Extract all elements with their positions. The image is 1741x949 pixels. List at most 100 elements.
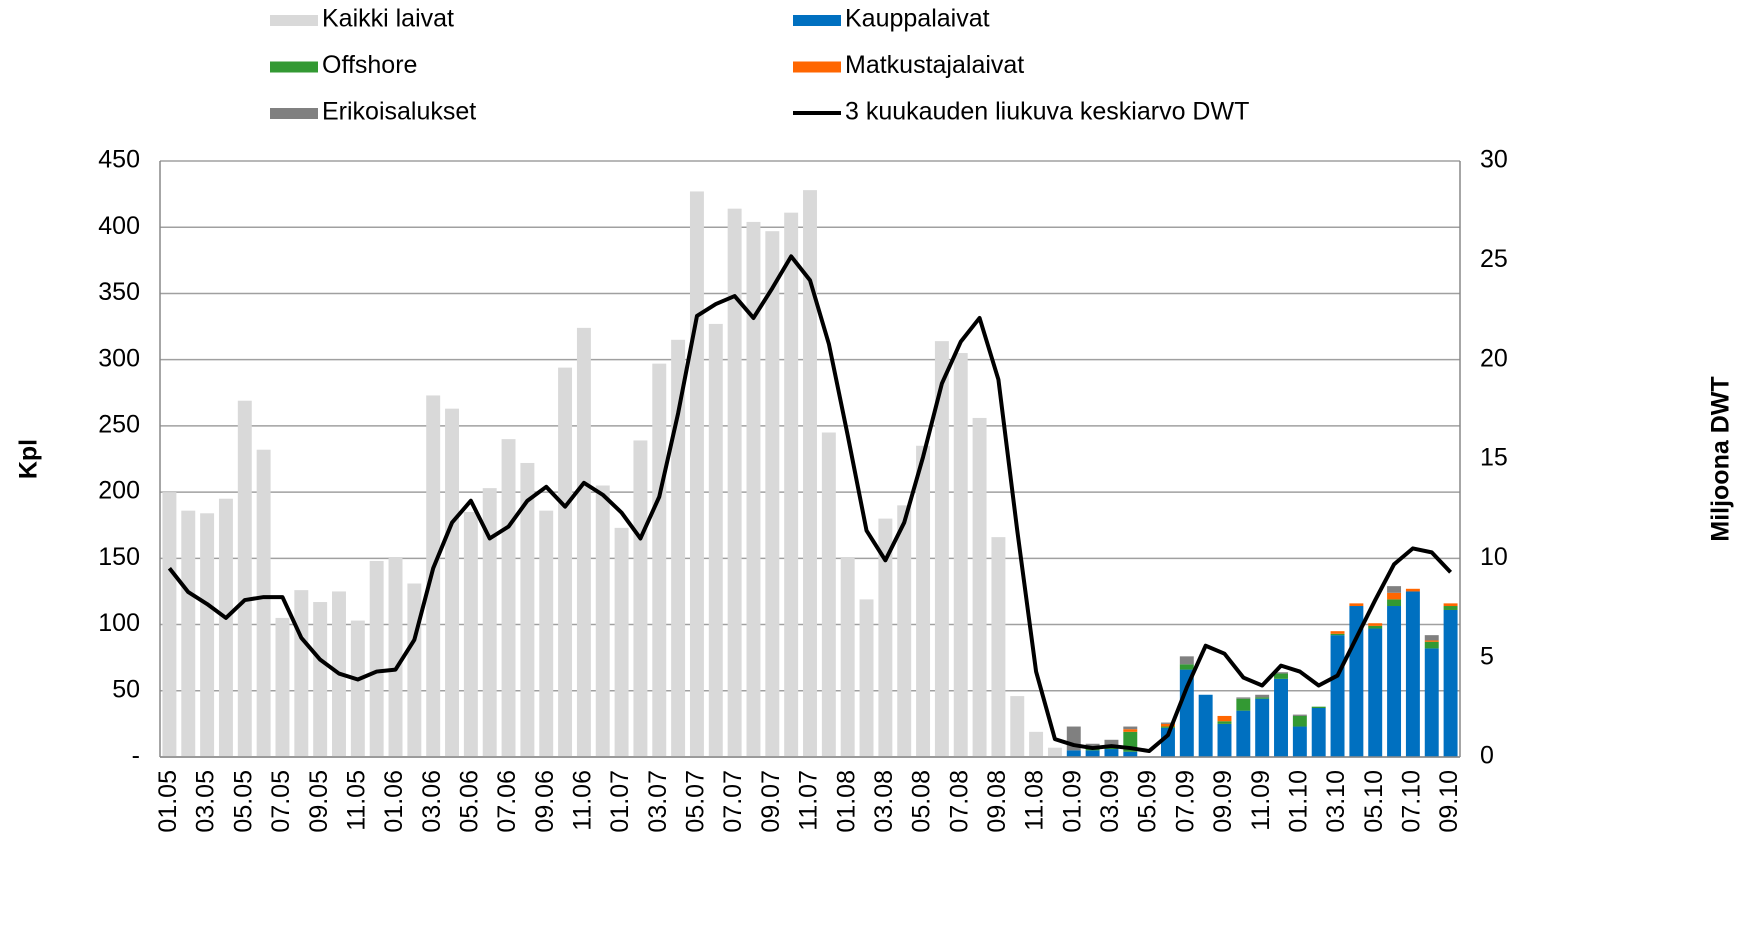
bar (991, 537, 1006, 757)
bar (1123, 729, 1138, 732)
bar (1368, 625, 1383, 629)
bar (1029, 731, 1044, 757)
bar (1274, 673, 1288, 679)
bar (1010, 696, 1025, 757)
x-tick-label: 03.10 (1322, 770, 1350, 833)
bar (558, 367, 573, 757)
bar (1198, 694, 1213, 757)
bar (501, 439, 516, 757)
bar (1274, 672, 1288, 674)
bar (765, 231, 780, 757)
y-axis-label: Kpl (15, 439, 43, 479)
y2-axis-label: Miljoona DWT (1707, 376, 1735, 541)
bar (1387, 586, 1402, 593)
legend-label: Kaikki laivat (322, 5, 454, 33)
bar (689, 191, 704, 757)
x-tick-label: 05.10 (1360, 770, 1388, 833)
bar (576, 327, 591, 757)
legend-label: Offshore (322, 51, 417, 79)
bar (1424, 640, 1439, 642)
y-tick-label: 350 (98, 278, 140, 306)
bar (313, 602, 328, 757)
x-tick-label: 03.09 (1096, 770, 1124, 833)
x-tick-label: 05.05 (229, 770, 257, 833)
bar (897, 505, 912, 757)
bar (1161, 726, 1175, 728)
legend-label: Matkustajalaivat (845, 51, 1024, 79)
bar (1405, 588, 1420, 592)
x-tick-label: 05.07 (682, 770, 710, 833)
bar (256, 449, 271, 757)
y2-tick-label: 5 (1480, 642, 1494, 670)
bar (1424, 635, 1439, 641)
y-tick-label: 100 (98, 609, 140, 637)
y2-tick-label: 20 (1480, 344, 1508, 372)
bar (953, 353, 968, 757)
y-tick-label: 400 (98, 212, 140, 240)
bar (1387, 599, 1402, 607)
bar (369, 560, 384, 757)
bar (1330, 633, 1345, 636)
bar (350, 620, 365, 757)
bar (1274, 678, 1288, 757)
bar (1179, 664, 1194, 670)
x-tick-label: 09.09 (1209, 770, 1237, 833)
bar (916, 445, 931, 757)
bar (652, 363, 667, 757)
x-tick-label: 07.06 (493, 770, 521, 833)
x-tick-label: 11.09 (1247, 770, 1275, 831)
bar (1443, 606, 1458, 610)
legend-label: Kauppalaivat (845, 5, 990, 33)
y-tick-label: 150 (98, 543, 140, 571)
x-tick-label: 11.07 (795, 770, 823, 831)
y2-tick-label: 30 (1480, 146, 1508, 174)
bar (708, 323, 723, 757)
bar (482, 488, 497, 757)
bar (539, 510, 554, 757)
bar (1424, 641, 1439, 649)
bar (671, 339, 686, 757)
x-tick-label: 03.06 (418, 770, 446, 833)
x-tick-label: 01.10 (1284, 770, 1312, 833)
bar (218, 498, 233, 757)
bar (934, 341, 949, 757)
bar (878, 518, 893, 757)
x-tick-label: 09.05 (305, 770, 333, 833)
bar (1292, 714, 1307, 716)
bar (1104, 749, 1119, 757)
bar (1217, 715, 1232, 722)
bar (746, 221, 761, 757)
x-tick-label: 11.05 (342, 770, 370, 831)
bar (821, 432, 836, 757)
y-tick-label: 300 (98, 344, 140, 372)
bar (1387, 592, 1402, 600)
bar (520, 462, 535, 757)
bar (463, 511, 478, 757)
bar (1255, 698, 1270, 757)
bar (1217, 723, 1232, 757)
bar (1123, 726, 1138, 730)
x-tick-label: 07.07 (719, 770, 747, 833)
bar (1368, 628, 1383, 757)
x-tick-label: 03.07 (644, 770, 672, 833)
bar (1236, 697, 1251, 699)
bar (1255, 697, 1270, 699)
x-tick-label: 05.08 (908, 770, 936, 833)
bar (1161, 722, 1175, 724)
bar (1443, 609, 1458, 757)
y-tick-label: 450 (98, 146, 140, 174)
bar (859, 599, 874, 757)
bar (407, 583, 422, 757)
legend-label: 3 kuukauden liukuva keskiarvo DWT (845, 98, 1249, 126)
bar (614, 527, 629, 757)
bar (1217, 721, 1232, 724)
bar (181, 510, 196, 757)
bar (1292, 715, 1307, 727)
x-tick-label: 05.09 (1134, 770, 1162, 833)
x-tick-label: 03.08 (870, 770, 898, 833)
bar (294, 590, 309, 757)
y-tick-label: 200 (98, 477, 140, 505)
bar (1387, 606, 1402, 757)
legend-swatch (793, 15, 841, 26)
bar (1311, 707, 1326, 757)
